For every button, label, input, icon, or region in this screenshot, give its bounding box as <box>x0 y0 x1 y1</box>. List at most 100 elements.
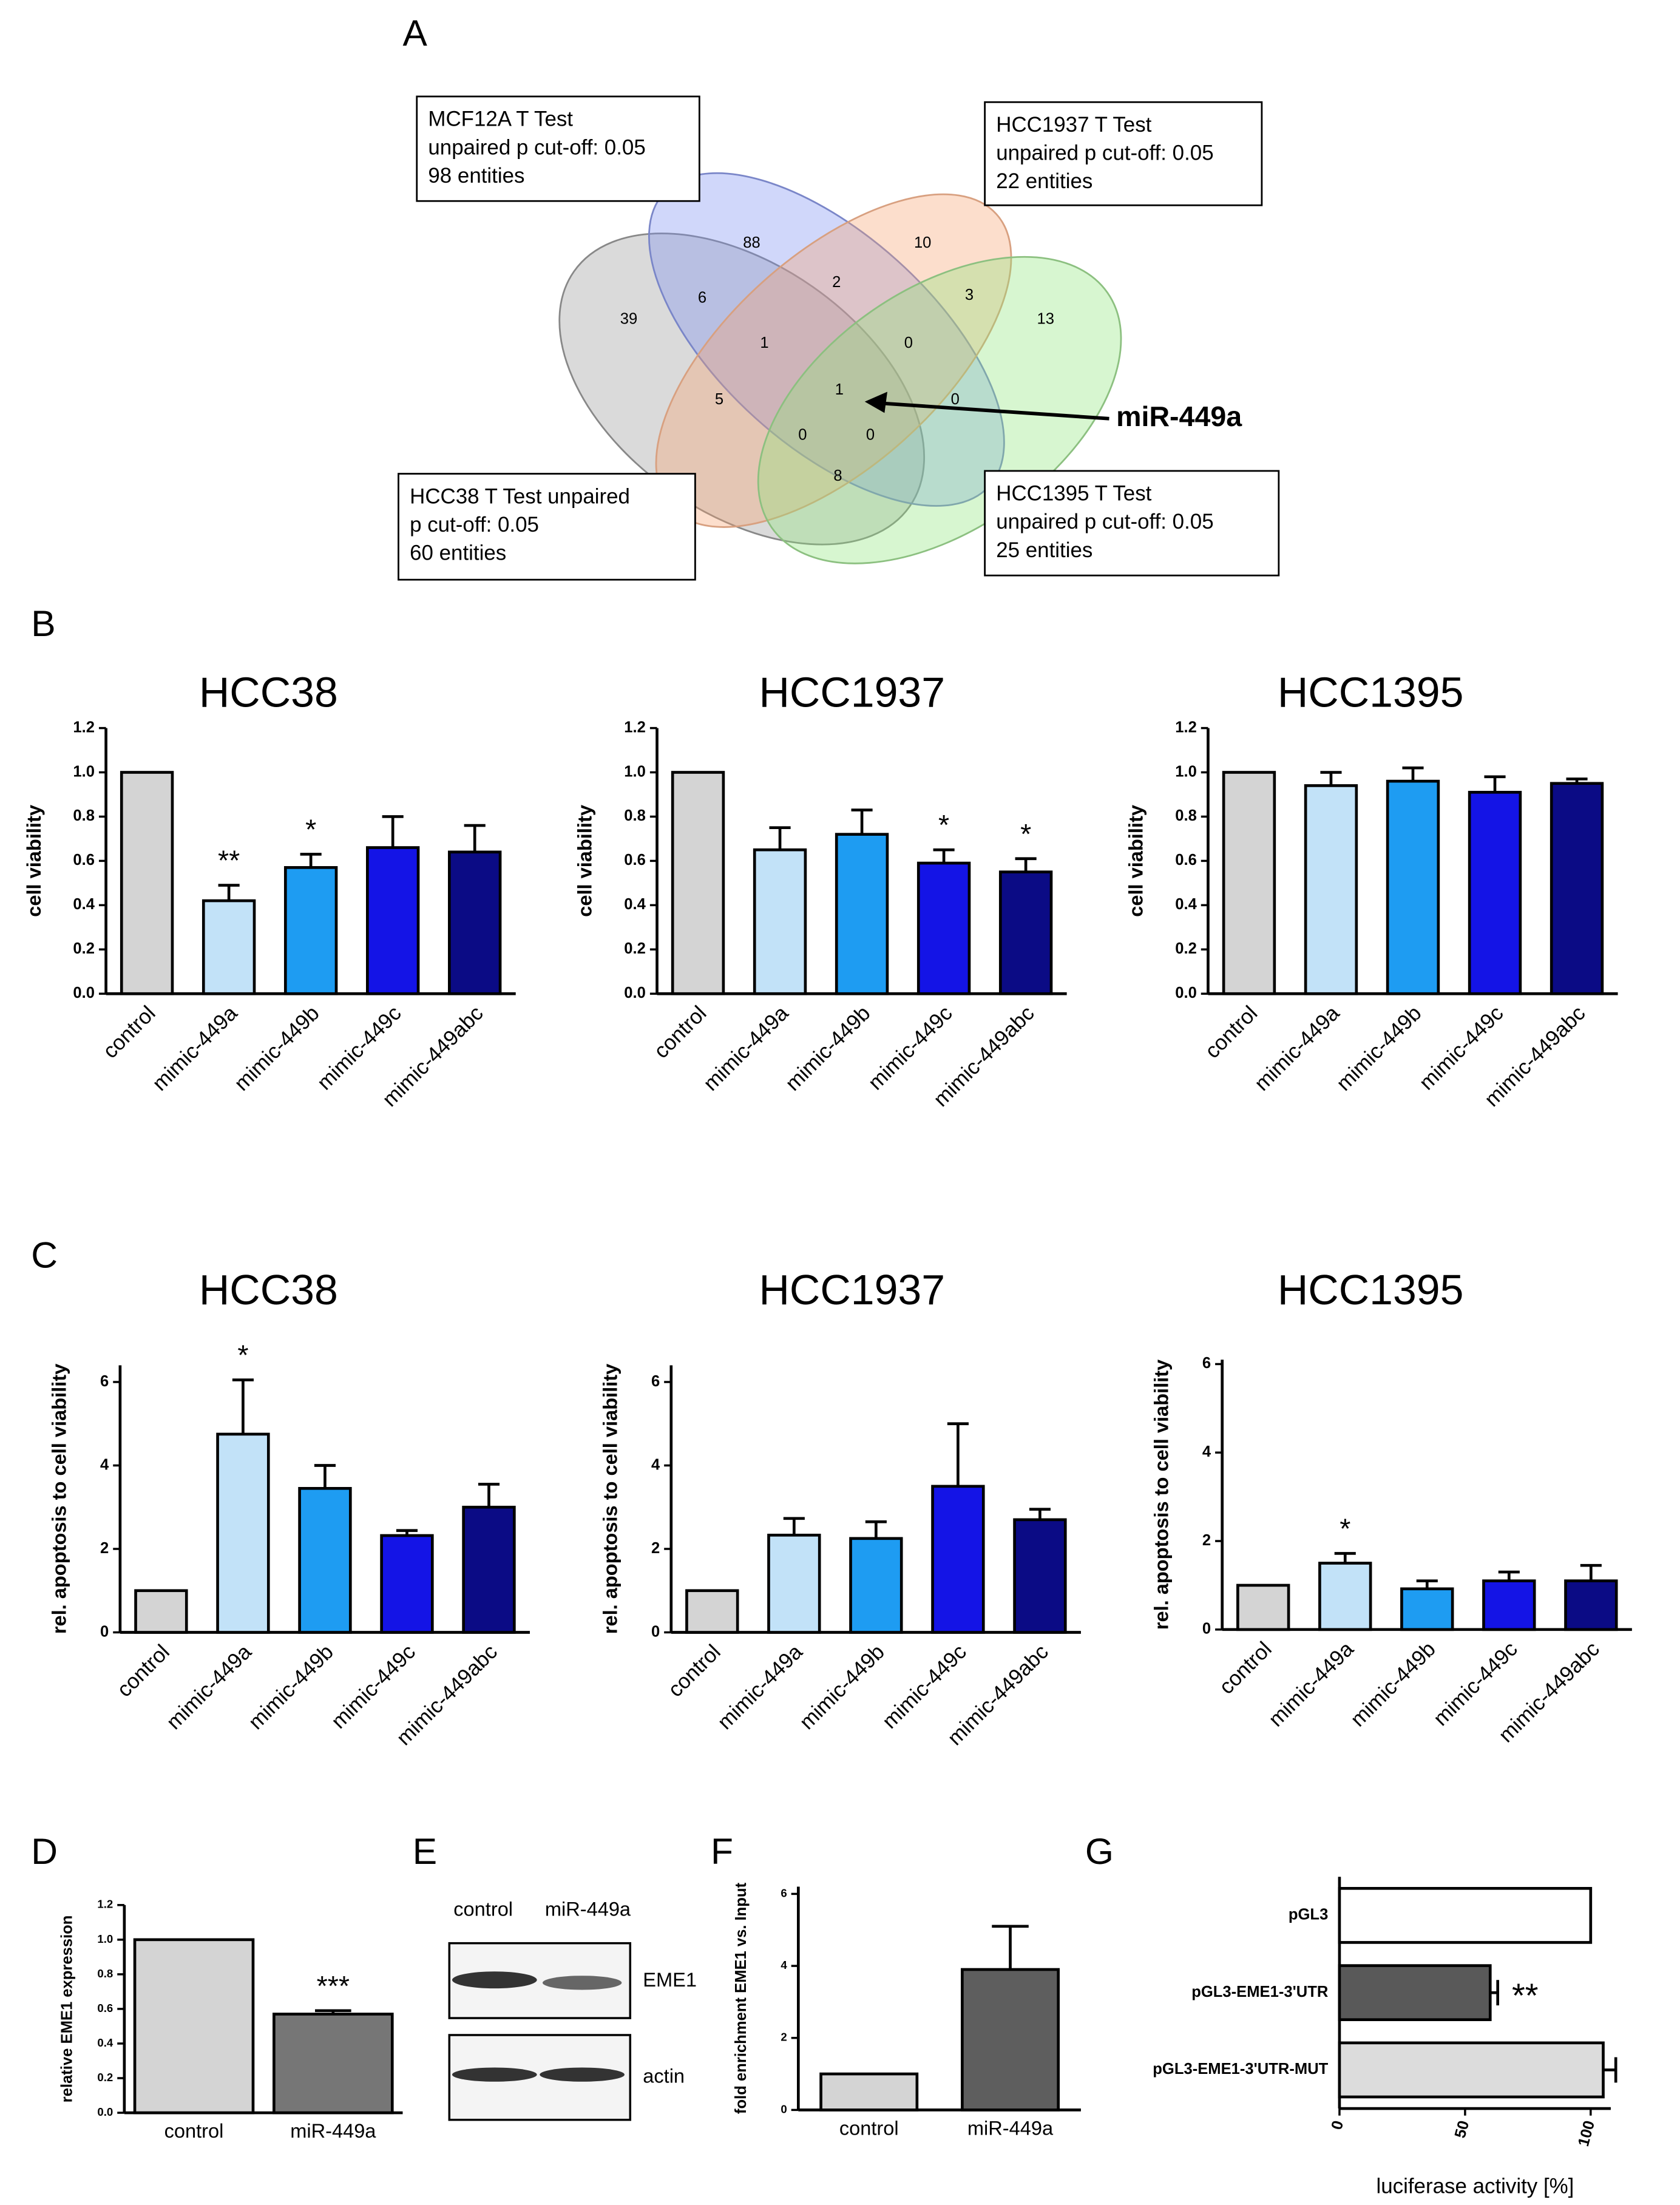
y-tick-label: 0.0 <box>624 984 646 1001</box>
x-tick-label: mimic-449b <box>230 1001 324 1096</box>
venn-count: 0 <box>866 426 875 443</box>
error-bar <box>396 1529 418 1536</box>
y-tick-label: 0 <box>1202 1621 1211 1638</box>
venn-count: 88 <box>743 234 760 251</box>
error-bar <box>1566 777 1588 784</box>
bar <box>133 1938 255 2115</box>
y-tick-label: 6 <box>1202 1355 1211 1372</box>
bar <box>1564 1579 1618 1631</box>
y-tick-label: 2 <box>781 2031 787 2044</box>
y-axis-label: cell viability <box>574 805 596 917</box>
venn-box-text: unpaired p cut-off: 0.05 <box>996 510 1213 533</box>
venn-box-text: 60 entities <box>410 541 506 564</box>
x-axis-label: luciferase activity [%] <box>1376 2175 1574 2198</box>
significance-label: ** <box>1512 1976 1538 2014</box>
y-tick-label: 0.8 <box>97 1967 113 1980</box>
venn-box-text: HCC38 T Test unpaired <box>410 484 630 508</box>
error-bar <box>1603 2057 1617 2083</box>
bar <box>283 866 338 995</box>
bar <box>961 1968 1060 2112</box>
venn-count: 0 <box>904 334 913 351</box>
error-bar <box>1416 1579 1438 1589</box>
blot-band <box>540 2067 625 2082</box>
venn-count: 1 <box>835 381 844 398</box>
bar <box>1338 2041 1605 2099</box>
error-bar <box>1490 1980 1500 2006</box>
panel-label: G <box>1085 1831 1114 1872</box>
y-tick-label: 0.4 <box>1175 896 1197 913</box>
y-tick-label: 4 <box>651 1456 660 1473</box>
blot-lane-label: control <box>453 1898 513 1920</box>
bar <box>671 771 725 995</box>
significance-label: *** <box>317 1970 350 2002</box>
blot <box>448 1942 632 2121</box>
venn-count: 39 <box>620 311 637 328</box>
y-tick-label: 0.8 <box>73 807 95 824</box>
y-axis-label: rel. apoptosis to cell viability <box>599 1364 622 1634</box>
venn-count: 8 <box>833 467 842 484</box>
x-tick-label: control <box>1214 1637 1276 1699</box>
y-tick-label: 2 <box>651 1540 660 1557</box>
x-tick-label: control <box>663 1640 725 1702</box>
error-bar <box>1402 766 1424 782</box>
x-tick-label: mimic-449a <box>1264 1637 1359 1732</box>
x-tick-label: mimic-449a <box>162 1640 257 1735</box>
y-axis-label: relative EME1 expression <box>59 1915 76 2103</box>
error-bar <box>1029 1508 1051 1520</box>
blot-band-label: actin <box>643 2064 685 2087</box>
y-tick-label: 2 <box>1202 1532 1211 1549</box>
y-tick-label: 0.6 <box>73 852 95 869</box>
y-axis-label: fold enrichment EME1 vs. Input <box>733 1882 750 2114</box>
panel-label: C <box>31 1235 58 1276</box>
y-tick-label: 0.6 <box>1175 852 1197 869</box>
error-bar <box>783 1517 805 1536</box>
y-tick-label: 0.2 <box>73 940 95 957</box>
y-tick-label: 6 <box>100 1373 109 1390</box>
x-tick-label: 100 <box>1575 2119 1598 2148</box>
y-tick-label: 0.4 <box>97 2036 113 2049</box>
venn-count: 0 <box>951 391 960 408</box>
bar <box>835 833 889 995</box>
bar <box>380 1534 434 1634</box>
error-bar <box>933 848 955 864</box>
x-tick-label: miR-449a <box>290 2119 376 2142</box>
y-tick-label: 0.2 <box>624 940 646 957</box>
panel-label: D <box>31 1831 58 1872</box>
y-tick-label: 0.0 <box>73 984 95 1001</box>
venn-box <box>398 473 696 581</box>
panel-label: E <box>413 1831 437 1872</box>
venn-box-text: 22 entities <box>996 169 1092 193</box>
venn-box-text: p cut-off: 0.05 <box>410 513 539 537</box>
x-tick-label: miR-449a <box>967 2117 1054 2139</box>
venn-box-text: unpaired p cut-off: 0.05 <box>428 135 645 159</box>
venn-count: 3 <box>965 286 974 303</box>
venn-shapes <box>398 95 1280 581</box>
error-bar <box>992 1925 1029 1970</box>
y-tick-label: 1.0 <box>624 763 646 780</box>
panel-label: F <box>711 1831 733 1872</box>
bar <box>819 2072 919 2112</box>
bar <box>448 850 502 995</box>
blot-band <box>542 1976 622 1990</box>
error-bar <box>865 1520 887 1539</box>
venn-count: 10 <box>914 234 931 251</box>
error-bar <box>382 815 404 848</box>
venn-box-text: unpaired p cut-off: 0.05 <box>996 141 1213 165</box>
significance-label: * <box>237 1340 248 1371</box>
y-tick-label: 1.2 <box>73 719 95 736</box>
chart-title: HCC1937 <box>759 1266 945 1313</box>
venn-count: 2 <box>832 274 841 291</box>
y-tick-label: 4 <box>1202 1443 1211 1460</box>
y-tick-label: pGL3-EME1-3'UTR-MUT <box>1153 2061 1328 2078</box>
y-tick-label: 0.6 <box>624 852 646 869</box>
x-tick-label: mimic-449a <box>713 1640 808 1735</box>
y-tick-label: 1.0 <box>73 763 95 780</box>
x-tick-label: control <box>98 1001 160 1063</box>
y-axis-label: rel. apoptosis to cell viability <box>48 1364 70 1634</box>
bar <box>462 1505 516 1634</box>
significance-label: * <box>1340 1513 1350 1545</box>
venn-box-text: MCF12A T Test <box>428 107 573 131</box>
y-tick-label: 0.6 <box>97 2002 113 2014</box>
y-tick-label: 0.0 <box>97 2105 113 2118</box>
